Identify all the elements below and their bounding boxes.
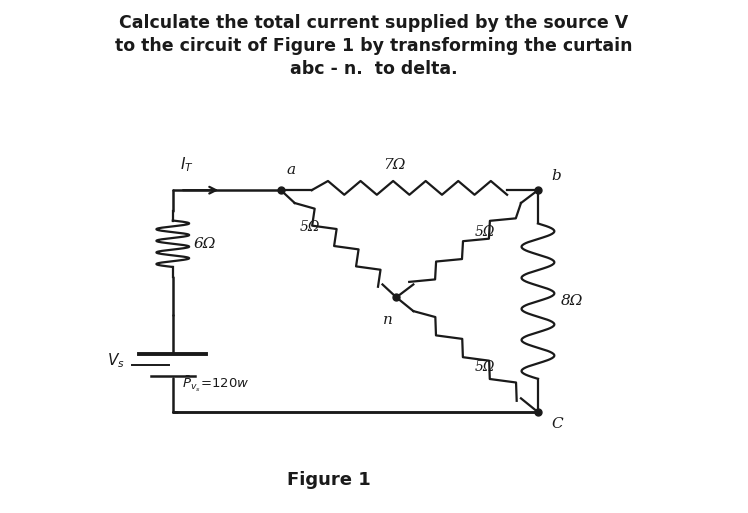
Text: Figure 1: Figure 1: [287, 470, 371, 489]
Text: 5Ω: 5Ω: [300, 220, 320, 233]
Text: a: a: [286, 164, 296, 177]
Text: to the circuit of Figure 1 by transforming the curtain: to the circuit of Figure 1 by transformi…: [115, 37, 633, 55]
Text: 5Ω: 5Ω: [474, 360, 495, 374]
Text: Calculate the total current supplied by the source V: Calculate the total current supplied by …: [120, 14, 628, 32]
Text: $I_T$: $I_T$: [180, 155, 194, 174]
Text: 7Ω: 7Ω: [383, 159, 405, 172]
Text: n: n: [383, 312, 393, 327]
Text: C: C: [551, 417, 563, 431]
Text: b: b: [551, 168, 561, 183]
Text: $V_s$: $V_s$: [107, 351, 124, 370]
Text: $\bar{P}_{v_s}\!=\!120w$: $\bar{P}_{v_s}\!=\!120w$: [182, 374, 249, 393]
Text: 5Ω: 5Ω: [474, 225, 495, 239]
Text: abc - n.  to delta.: abc - n. to delta.: [290, 60, 458, 78]
Text: 6Ω: 6Ω: [194, 236, 216, 251]
Text: 8Ω: 8Ω: [560, 294, 583, 308]
